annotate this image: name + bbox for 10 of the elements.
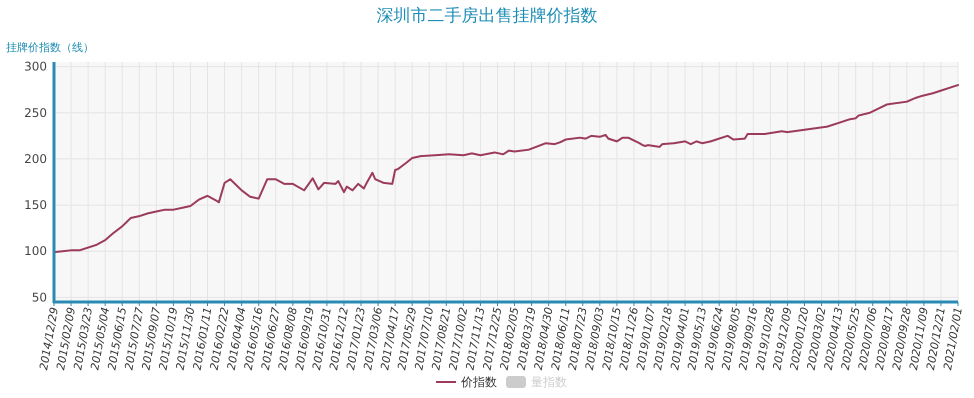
y-tick-label: 300: [24, 60, 47, 74]
y-tick-label: 200: [24, 152, 47, 166]
y-tick-label: 250: [24, 106, 47, 120]
legend-label: 价指数: [460, 375, 497, 389]
line-series: [53, 84, 959, 254]
chart-title: 深圳市二手房出售挂牌价指数: [376, 6, 598, 26]
y-tick-label: 100: [24, 244, 47, 258]
y-tick-label: 50: [32, 290, 47, 304]
y-tick-label: 150: [24, 198, 47, 212]
y-axis-title: 挂牌价指数（线）: [6, 41, 94, 54]
